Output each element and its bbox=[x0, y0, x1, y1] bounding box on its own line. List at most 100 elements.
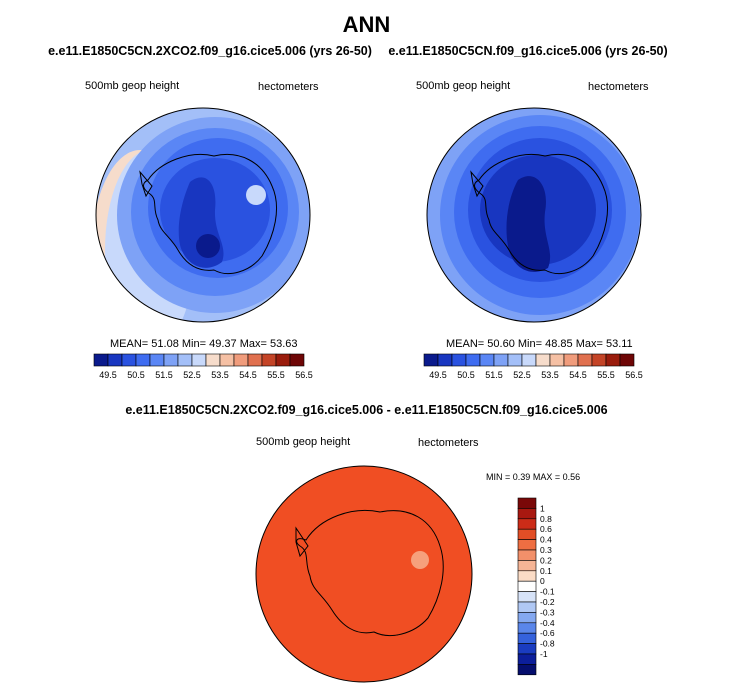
diff-colorbar-swatch bbox=[517, 643, 537, 655]
panel-2-colorbar-swatch bbox=[423, 353, 439, 367]
diff-stats: MIN = 0.39 MAX = 0.56 bbox=[486, 472, 580, 482]
panel-1-colorbar-swatch bbox=[163, 353, 179, 367]
panel-2-units-label: hectometers bbox=[588, 81, 649, 93]
panel-1-colorbar-swatch bbox=[149, 353, 165, 367]
panel-1-colorbar-swatch bbox=[205, 353, 221, 367]
diff-colorbar-swatch bbox=[517, 653, 537, 665]
diff-colorbar-swatch bbox=[517, 612, 537, 624]
panel-2-colorbar-tick-label: 52.5 bbox=[513, 370, 531, 380]
panel-1-colorbar-tick-label: 55.5 bbox=[267, 370, 285, 380]
panel-1-colorbar-swatch bbox=[289, 353, 305, 367]
panel-2-colorbar-tick-label: 50.5 bbox=[457, 370, 475, 380]
diff-colorbar-tick-label: -0.6 bbox=[540, 628, 555, 638]
panel-2-mean-label: MEAN= bbox=[446, 338, 485, 350]
diff-colorbar-swatch bbox=[517, 518, 537, 530]
panel-1-case-title: e.e11.E1850C5CN.2XCO2.f09_g16.cice5.006 … bbox=[48, 44, 372, 58]
diff-units-label: hectometers bbox=[418, 437, 479, 449]
panel-2-colorbar-swatch bbox=[563, 353, 579, 367]
panel-1-field-label: 500mb geop height bbox=[85, 80, 180, 92]
diff-colorbar-swatch bbox=[517, 632, 537, 644]
panel-1-colorbar-tick-label: 54.5 bbox=[239, 370, 257, 380]
diff-colorbar-swatch bbox=[517, 601, 537, 613]
panel-1-stats: MEAN= 51.08 Min= 49.37 Max= 53.63 bbox=[110, 338, 298, 350]
panel-2-coastline bbox=[470, 154, 609, 274]
diff-colorbar-swatch bbox=[517, 528, 537, 540]
panel-2-colorbar-swatch bbox=[577, 353, 593, 367]
panel-2-colorbar-swatch bbox=[521, 353, 537, 367]
diff-case-title: e.e11.E1850C5CN.2XCO2.f09_g16.cice5.006 … bbox=[125, 403, 608, 417]
panel-1-colorbar-swatch bbox=[121, 353, 137, 367]
panel-1-colorbar-tick-label: 50.5 bbox=[127, 370, 145, 380]
panel-1-colorbar-tick-label: 53.5 bbox=[211, 370, 229, 380]
panel-1-map bbox=[96, 108, 310, 322]
diff-colorbar-swatch bbox=[517, 622, 537, 634]
diff-colorbar-tick-label: -0.2 bbox=[540, 597, 555, 607]
panel-2-colorbar-tick-label: 54.5 bbox=[569, 370, 587, 380]
panel-2-max-label: Max= bbox=[575, 338, 603, 350]
panel-2-min-value: 48.85 bbox=[545, 338, 573, 350]
panel-2-map-border bbox=[426, 107, 642, 323]
panel-2-colorbar-tick-label: 53.5 bbox=[541, 370, 559, 380]
diff-colorbar-swatch bbox=[517, 570, 537, 582]
diff-colorbar-tick-label: -0.8 bbox=[540, 639, 555, 649]
panel-1-colorbar-swatch bbox=[191, 353, 207, 367]
panel-1-colorbar-swatch bbox=[135, 353, 151, 367]
diff-map-border bbox=[255, 465, 473, 683]
panel-2-colorbar-swatch bbox=[493, 353, 509, 367]
diff-colorbar-tick-label: 0 bbox=[540, 576, 545, 586]
diff-colorbar-tick-label: 0.1 bbox=[540, 566, 552, 576]
panel-2-case-title: e.e11.E1850C5CN.f09_g16.cice5.006 (yrs 2… bbox=[388, 44, 668, 58]
panel-1-colorbar-swatch bbox=[93, 353, 109, 367]
diff-colorbar-swatch bbox=[517, 591, 537, 603]
panel-1-colorbar: 49.5 50.5 51.5 52.5 53.5 54.5 55.5 56.5 bbox=[93, 353, 313, 380]
figure-title: ANN bbox=[342, 12, 391, 37]
diff-max-value: 0.56 bbox=[562, 472, 581, 482]
panel-1-min-value: 49.37 bbox=[209, 338, 237, 350]
panel-1-mean-value: 51.08 bbox=[151, 338, 179, 350]
panel-2-colorbar-swatch bbox=[437, 353, 453, 367]
diff-colorbar-tick-label: 0.4 bbox=[540, 535, 552, 545]
panel-1-colorbar-tick-label: 49.5 bbox=[99, 370, 117, 380]
panel-2-colorbar-swatch bbox=[507, 353, 523, 367]
panel-1-colorbar-swatch bbox=[275, 353, 291, 367]
panel-1-colorbar-swatch bbox=[233, 353, 249, 367]
panel-2-colorbar-swatch bbox=[479, 353, 495, 367]
diff-colorbar-swatch bbox=[517, 539, 537, 551]
panel-2-colorbar-swatch bbox=[605, 353, 621, 367]
panel-2-colorbar-tick-label: 49.5 bbox=[429, 370, 447, 380]
diff-colorbar-swatch bbox=[517, 580, 537, 592]
panel-2-field-label: 500mb geop height bbox=[416, 80, 511, 92]
panel-1-colorbar-tick-label: 52.5 bbox=[183, 370, 201, 380]
diff-colorbar-tick-label: -0.4 bbox=[540, 618, 555, 628]
diff-colorbar-tick-label: -0.3 bbox=[540, 607, 555, 617]
panel-1-colorbar-swatch bbox=[107, 353, 123, 367]
panel-1-colorbar-swatch bbox=[247, 353, 263, 367]
panel-2-mean-value: 50.60 bbox=[487, 338, 515, 350]
panel-1-max-label: Max= bbox=[239, 338, 267, 350]
diff-map bbox=[256, 466, 472, 682]
panel-2-colorbar: 49.5 50.5 51.5 52.5 53.5 54.5 55.5 56.5 bbox=[423, 353, 643, 380]
panel-1-colorbar-tick-label: 51.5 bbox=[155, 370, 173, 380]
panel-2-colorbar-tick-label: 51.5 bbox=[485, 370, 503, 380]
diff-colorbar-tick-label: 0.8 bbox=[540, 514, 552, 524]
diff-coastline bbox=[295, 509, 444, 636]
diff-colorbar-swatch bbox=[517, 497, 537, 509]
panel-1-colorbar-swatch bbox=[177, 353, 193, 367]
panel-2-colorbar-swatch bbox=[535, 353, 551, 367]
diff-colorbar-tick-label: 0.2 bbox=[540, 555, 552, 565]
diff-min-value: 0.39 bbox=[512, 472, 531, 482]
panel-1-coastline bbox=[139, 154, 278, 274]
panel-2-colorbar-swatch bbox=[591, 353, 607, 367]
diff-colorbar-tick-label: -0.1 bbox=[540, 587, 555, 597]
diff-colorbar-swatch bbox=[517, 549, 537, 561]
panel-2-colorbar-swatch bbox=[549, 353, 565, 367]
diff-min-label: MIN = bbox=[486, 472, 511, 482]
panel-1-min-label: Min= bbox=[181, 338, 207, 350]
panel-2-min-label: Min= bbox=[517, 338, 543, 350]
diff-colorbar-tick-label: 1 bbox=[540, 503, 545, 513]
diff-max-label: MAX = bbox=[532, 472, 561, 482]
diff-colorbar-swatch bbox=[517, 508, 537, 520]
panel-1-colorbar-tick-label: 56.5 bbox=[295, 370, 313, 380]
diff-colorbar-swatch bbox=[517, 560, 537, 572]
diff-colorbar-tick-label: -1 bbox=[540, 649, 548, 659]
